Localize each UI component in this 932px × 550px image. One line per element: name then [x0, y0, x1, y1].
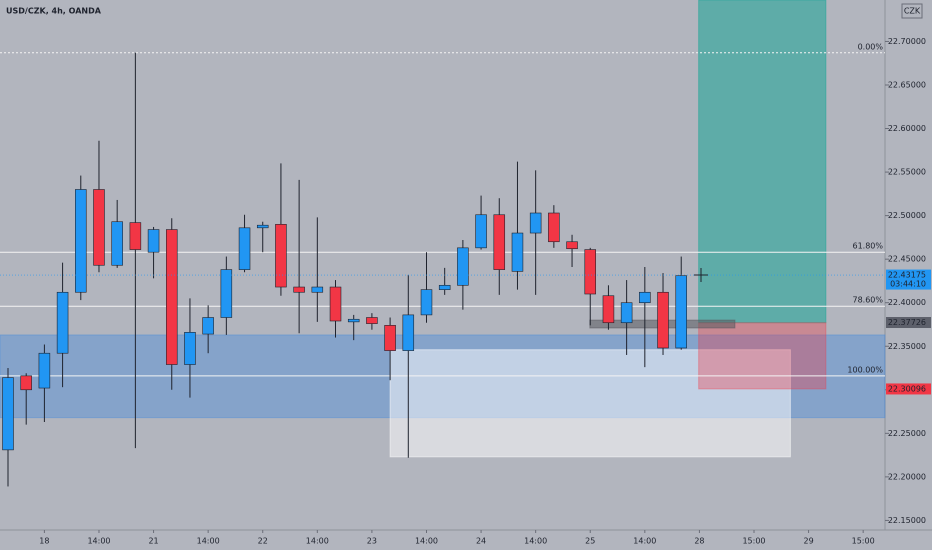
x-tick-label: 22 [258, 537, 268, 546]
currency-box[interactable] [901, 3, 923, 19]
y-tick-label: 22.55000 [888, 168, 926, 177]
y-tick-label: 22.20000 [888, 472, 926, 481]
candle-body [566, 241, 578, 250]
candle-body [147, 229, 160, 253]
candle-body [329, 286, 342, 322]
candle-body [475, 214, 487, 249]
candle-body [293, 286, 305, 293]
price-countdown: 03:44:10 [890, 280, 926, 289]
plot [0, 52, 885, 487]
candle-body [20, 375, 32, 391]
candle-body [129, 222, 142, 250]
price-badge-label: 22.43175 [888, 271, 926, 280]
y-tick-label: 22.35000 [888, 342, 926, 351]
fib-label: 0.00% [858, 42, 884, 51]
x-tick-label: 15:00 [852, 537, 875, 546]
fib-label: 61.80% [852, 242, 883, 251]
candle-body [38, 352, 51, 389]
candle-body [166, 229, 178, 365]
x-tick-label: 21 [148, 537, 158, 546]
candle-body [366, 317, 378, 324]
candle-body [275, 224, 287, 288]
zones: 0.00% 61.80% 78.60% 100.00% [0, 0, 886, 458]
candle-body [93, 189, 105, 266]
x-tick-label: 28 [694, 537, 704, 546]
candle-body [602, 295, 615, 324]
fib-label: 100.00% [847, 365, 883, 374]
candle-body [220, 269, 233, 318]
candle-body [639, 291, 651, 304]
zone [698, 322, 827, 390]
candle-body [657, 291, 669, 349]
y-tick-label: 22.45000 [888, 255, 926, 264]
y-tick-label: 22.40000 [888, 298, 926, 307]
x-tick-label: 25 [585, 537, 595, 546]
candle-body [675, 275, 687, 349]
currency[interactable]: CZK [904, 7, 921, 16]
y-tick-label: 22.25000 [888, 429, 926, 438]
candle-body [548, 212, 560, 243]
candle-body [75, 189, 87, 293]
price-badge [886, 383, 931, 395]
x-tick-label: 29 [803, 537, 813, 546]
candle-body [511, 232, 524, 272]
candle-body [402, 314, 415, 351]
y-tick-label: 22.70000 [888, 37, 926, 46]
price-badge-label: 22.37726 [888, 318, 926, 327]
y-tick-label: 22.15000 [888, 516, 926, 525]
candle-body [420, 289, 433, 316]
candle-body [620, 302, 633, 324]
candle-body [2, 377, 14, 451]
candle-body [256, 224, 269, 229]
candle-body [56, 291, 69, 354]
x-tick-label: 18 [39, 537, 49, 546]
candle-body [493, 214, 506, 270]
candle-body [457, 247, 469, 286]
x-tick-label: 23 [367, 537, 377, 546]
y-tick-label: 22.60000 [888, 124, 926, 133]
x-tick-label: 24 [476, 537, 486, 546]
zone [698, 0, 827, 324]
y-tick-label: 22.65000 [888, 80, 926, 89]
y-tick-label: 22.50000 [888, 211, 926, 220]
x-tick-label: 14:00 [197, 537, 220, 546]
x-tick-label: 14:00 [524, 537, 547, 546]
candle-body [111, 221, 123, 266]
candle-body [184, 332, 196, 365]
candle-body [311, 286, 324, 293]
x-tick-label: 15:00 [742, 537, 765, 546]
zone [389, 349, 791, 458]
candle-body [584, 249, 597, 295]
candle-body [347, 318, 360, 323]
candle-body [384, 325, 396, 351]
x-tick-label: 14:00 [415, 537, 438, 546]
price-badge [886, 269, 931, 290]
price-badge-label: 22.30096 [888, 384, 926, 393]
candle-body [202, 317, 214, 335]
x-tick-label: 14:00 [87, 537, 110, 546]
x-tick-label: 14:00 [633, 537, 656, 546]
candle-body [238, 227, 251, 270]
candle-body [438, 284, 451, 290]
price-badge [886, 317, 931, 329]
fib-label: 78.60% [852, 296, 883, 305]
x-tick-label: 14:00 [306, 537, 329, 546]
candle-body [529, 212, 542, 234]
chart-title: USD/CZK, 4h, OANDA [6, 7, 102, 16]
